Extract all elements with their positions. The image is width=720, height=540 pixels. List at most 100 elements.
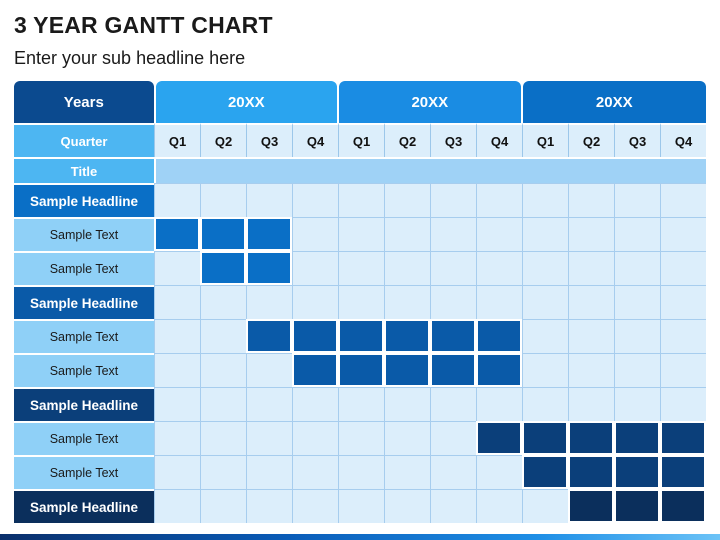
row-text-label: Sample Text xyxy=(14,455,154,489)
gantt-cell xyxy=(200,285,246,319)
year-header: 20XX xyxy=(155,81,338,123)
gantt-cell xyxy=(660,285,706,319)
title-bar xyxy=(154,157,706,183)
gantt-bar-segment xyxy=(568,421,614,455)
gantt-cell xyxy=(338,387,384,421)
gantt-cell xyxy=(522,489,568,523)
gantt-cell xyxy=(614,319,660,353)
gantt-cell xyxy=(154,285,200,319)
gantt-cell xyxy=(292,251,338,285)
quarter-header: Q1 xyxy=(522,123,568,157)
gantt-cell xyxy=(614,183,660,217)
row-text-label: Sample Text xyxy=(14,217,154,251)
gantt-cell xyxy=(384,489,430,523)
gantt-cell xyxy=(338,455,384,489)
gantt-bar-segment xyxy=(476,421,522,455)
gantt-bar-segment xyxy=(568,489,614,523)
gantt-cell xyxy=(200,421,246,455)
gantt-cell xyxy=(200,353,246,387)
gantt-row: Sample Headline xyxy=(14,489,706,523)
gantt-bar-segment xyxy=(476,353,522,387)
gantt-cell xyxy=(476,489,522,523)
gantt-cell xyxy=(338,421,384,455)
gantt-bar-segment xyxy=(614,455,660,489)
gantt-cell xyxy=(200,387,246,421)
gantt-bar-segment xyxy=(568,455,614,489)
gantt-cell xyxy=(338,217,384,251)
gantt-cell xyxy=(476,183,522,217)
year-header: 20XX xyxy=(339,81,521,123)
gantt-cell xyxy=(614,251,660,285)
row-headline-label: Sample Headline xyxy=(14,489,154,523)
row-text-label: Sample Text xyxy=(14,421,154,455)
quarter-header: Q3 xyxy=(430,123,476,157)
gantt-bar-segment xyxy=(430,319,476,353)
gantt-cell xyxy=(384,183,430,217)
gantt-cell xyxy=(292,489,338,523)
gantt-cell xyxy=(522,319,568,353)
gantt-cell xyxy=(200,489,246,523)
gantt-cell xyxy=(384,455,430,489)
gantt-cell xyxy=(200,183,246,217)
gantt-cell xyxy=(154,387,200,421)
gantt-cell xyxy=(476,217,522,251)
gantt-row: Sample Headline xyxy=(14,285,706,319)
gantt-bar-segment xyxy=(522,455,568,489)
gantt-cell xyxy=(522,285,568,319)
gantt-cell xyxy=(292,285,338,319)
gantt-cell xyxy=(430,387,476,421)
gantt-cell xyxy=(246,183,292,217)
gantt-cell xyxy=(430,251,476,285)
gantt-cell xyxy=(568,353,614,387)
gantt-cell xyxy=(476,251,522,285)
gantt-cell xyxy=(568,183,614,217)
gantt-body: Sample Headline Sample Text Sample Text Sam… xyxy=(14,183,706,523)
gantt-cell xyxy=(246,387,292,421)
gantt-cell xyxy=(660,251,706,285)
gantt-cell xyxy=(154,251,200,285)
gantt-bar-segment xyxy=(660,455,706,489)
gantt-bar-segment xyxy=(384,353,430,387)
gantt-cell xyxy=(384,217,430,251)
gantt-cell xyxy=(384,285,430,319)
gantt-cell xyxy=(614,285,660,319)
gantt-bar-segment xyxy=(476,319,522,353)
quarter-header: Q3 xyxy=(246,123,292,157)
gantt-cell xyxy=(154,319,200,353)
gantt-cell xyxy=(292,183,338,217)
gantt-cell xyxy=(292,387,338,421)
quarter-header: Q4 xyxy=(292,123,338,157)
title-label: Title xyxy=(14,157,154,183)
gantt-cell xyxy=(154,353,200,387)
gantt-cell xyxy=(430,455,476,489)
gantt-cell xyxy=(338,285,384,319)
quarter-header: Q4 xyxy=(476,123,522,157)
gantt-cell xyxy=(246,285,292,319)
gantt-cell xyxy=(200,319,246,353)
gantt-cell xyxy=(522,217,568,251)
gantt-row: Sample Text xyxy=(14,217,706,251)
gantt-bar-segment xyxy=(384,319,430,353)
gantt-row: Sample Headline xyxy=(14,183,706,217)
quarter-header: Q3 xyxy=(614,123,660,157)
gantt-bar-segment xyxy=(522,421,568,455)
gantt-cell xyxy=(154,183,200,217)
gantt-grid: Years 20XX 20XX 20XX Quarter Q1 Q2 Q3 Q4… xyxy=(14,81,706,523)
row-headline-label: Sample Headline xyxy=(14,285,154,319)
gantt-cell xyxy=(476,455,522,489)
gantt-bar-segment xyxy=(430,353,476,387)
gantt-cell xyxy=(660,217,706,251)
row-text-label: Sample Text xyxy=(14,353,154,387)
gantt-cell xyxy=(522,387,568,421)
gantt-cell xyxy=(154,455,200,489)
quarter-header: Q1 xyxy=(154,123,200,157)
gantt-row: Sample Text xyxy=(14,319,706,353)
gantt-cell xyxy=(338,251,384,285)
gantt-bar-segment xyxy=(154,217,200,251)
gantt-bar-segment xyxy=(246,319,292,353)
gantt-cell xyxy=(660,319,706,353)
gantt-bar-segment xyxy=(200,217,246,251)
row-text-label: Sample Text xyxy=(14,251,154,285)
gantt-cell xyxy=(384,387,430,421)
gantt-cell xyxy=(200,455,246,489)
